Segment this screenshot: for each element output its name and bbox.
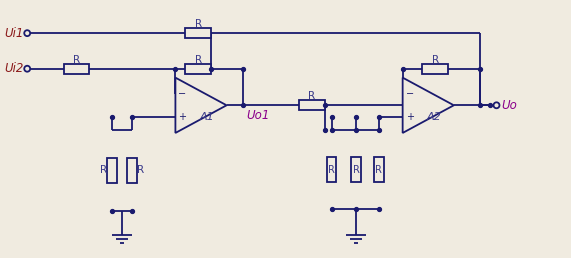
Bar	[423, 64, 448, 74]
Bar	[299, 100, 324, 110]
Bar	[327, 157, 336, 182]
Bar	[107, 158, 117, 183]
Text: A2: A2	[427, 112, 441, 122]
Polygon shape	[403, 78, 454, 133]
Text: R: R	[353, 165, 360, 174]
Bar	[185, 64, 211, 74]
Bar	[127, 158, 137, 183]
Text: R: R	[137, 165, 144, 175]
Text: Ui1: Ui1	[4, 27, 23, 40]
Text: R: R	[73, 55, 80, 65]
Text: A1: A1	[200, 112, 214, 122]
Text: R: R	[328, 165, 335, 174]
Bar	[351, 157, 361, 182]
Text: R: R	[100, 165, 107, 175]
Text: R: R	[195, 19, 202, 29]
Text: R: R	[376, 165, 383, 174]
Text: −: −	[405, 89, 413, 99]
Bar	[185, 28, 211, 38]
Text: Ui2: Ui2	[4, 62, 23, 75]
Text: −: −	[178, 89, 186, 99]
Text: Uo: Uo	[501, 99, 517, 112]
Bar	[374, 157, 384, 182]
Text: +: +	[178, 112, 186, 122]
Polygon shape	[175, 78, 227, 133]
Text: R: R	[432, 55, 439, 65]
Text: R: R	[195, 55, 202, 65]
Text: +: +	[405, 112, 413, 122]
Text: Uo1: Uo1	[247, 109, 270, 122]
Text: R: R	[308, 91, 315, 101]
Bar	[64, 64, 90, 74]
